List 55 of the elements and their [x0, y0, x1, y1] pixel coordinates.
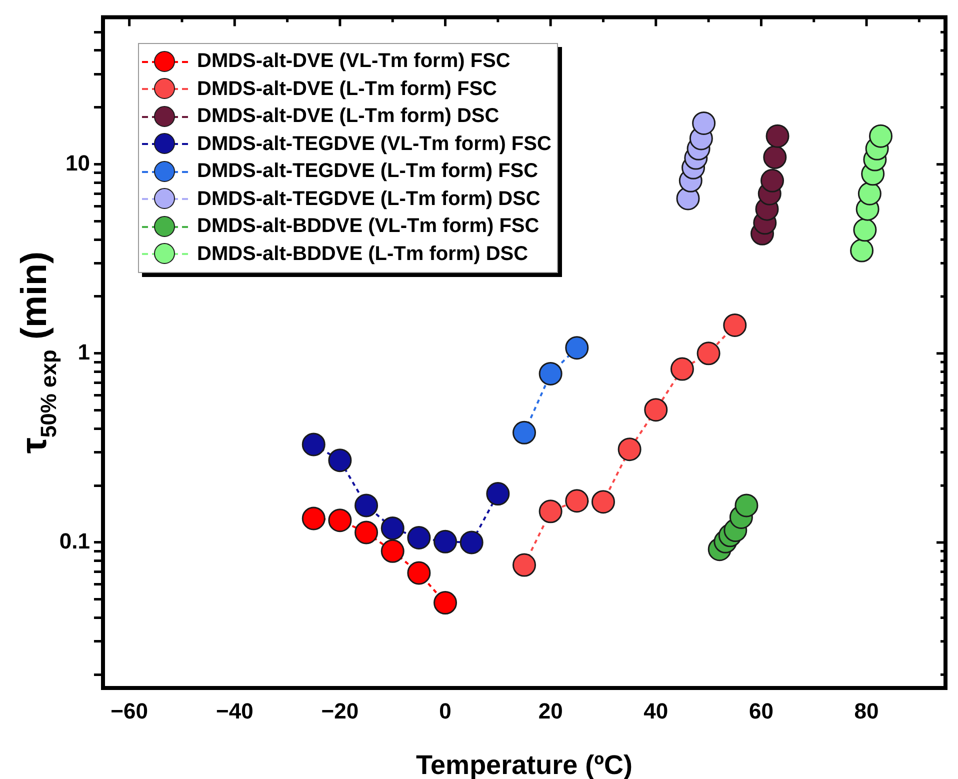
point	[591, 490, 615, 514]
y-axis-title: τ50% exp (min)	[13, 252, 62, 454]
point	[354, 494, 378, 518]
point	[434, 530, 458, 554]
point	[734, 494, 758, 518]
point	[380, 539, 404, 563]
x-tick-label: 20	[538, 698, 563, 724]
point	[760, 168, 784, 192]
point	[328, 448, 352, 472]
point	[354, 520, 378, 544]
legend-label: DMDS-alt-BDDVE (VL-Tm form) FSC	[197, 214, 540, 240]
x-tick-label: 80	[854, 698, 879, 724]
x-tick-label: 40	[644, 698, 668, 724]
point	[434, 591, 458, 615]
point	[538, 362, 562, 386]
point	[407, 526, 431, 550]
x-tick-label: 60	[748, 698, 774, 724]
x-tick-label: −20	[321, 698, 359, 724]
point	[692, 111, 716, 135]
point	[302, 506, 326, 530]
legend-label: DMDS-alt-DVE (L-Tm form) DSC	[197, 104, 500, 130]
point	[538, 500, 562, 524]
point	[670, 357, 694, 381]
x-tick-label: 0	[439, 698, 452, 724]
x-tick-label: −40	[216, 698, 254, 724]
point	[850, 238, 874, 262]
legend-label: DMDS-alt-DVE (L-Tm form) FSC	[197, 76, 497, 102]
legend-label: DMDS-alt-TEGDVE (L-Tm form) DSC	[197, 186, 540, 212]
point	[407, 561, 431, 585]
point	[766, 124, 790, 148]
point	[512, 420, 536, 444]
point	[858, 182, 882, 206]
point	[723, 313, 747, 337]
point	[302, 432, 326, 456]
legend-label: DMDS-alt-DVE (VL-Tm form) FSC	[197, 49, 510, 74]
legend-label: DMDS-alt-TEGDVE (L-Tm form) FSC	[197, 159, 538, 184]
point	[853, 218, 877, 242]
legend-label: DMDS-alt-TEGDVE (VL-Tm form) FSC	[197, 132, 552, 157]
point	[380, 516, 404, 540]
point	[565, 489, 589, 513]
point	[328, 508, 352, 532]
point	[565, 336, 589, 360]
point	[460, 530, 484, 554]
x-tick-label: −60	[110, 698, 148, 724]
legend-label: DMDS-alt-BDDVE (L-Tm form) DSC	[197, 242, 528, 267]
y-tick-label: 0.1	[59, 528, 90, 554]
point	[618, 438, 642, 462]
point	[696, 342, 720, 366]
point	[644, 398, 668, 422]
y-tick-label: 10	[66, 150, 90, 176]
point	[868, 124, 892, 148]
point	[512, 553, 536, 577]
point	[763, 146, 787, 170]
y-tick-label: 1	[78, 339, 90, 364]
point	[486, 482, 510, 506]
